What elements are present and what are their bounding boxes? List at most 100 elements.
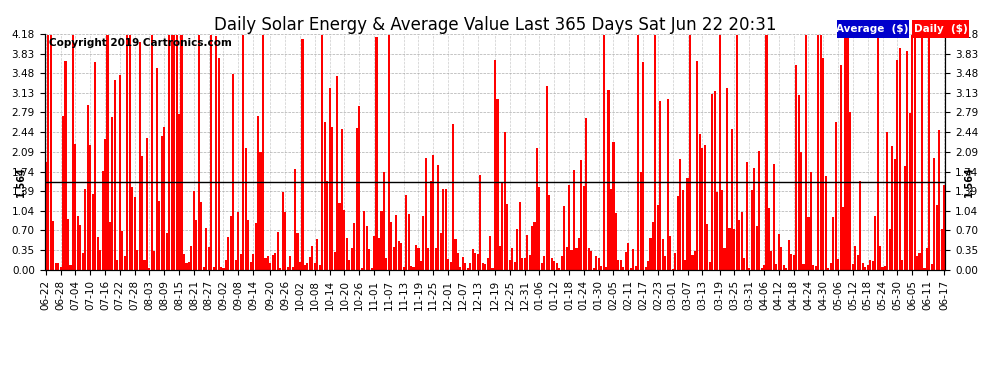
Bar bbox=[600, 266, 602, 270]
Bar bbox=[724, 248, 726, 270]
Bar bbox=[210, 36, 212, 270]
Bar bbox=[193, 191, 195, 270]
Bar bbox=[67, 219, 69, 270]
Bar bbox=[721, 190, 723, 270]
Bar bbox=[605, 267, 607, 270]
Bar bbox=[449, 262, 451, 270]
Bar bbox=[314, 262, 316, 270]
Bar bbox=[743, 258, 745, 270]
Bar bbox=[656, 205, 659, 270]
Bar bbox=[864, 267, 866, 270]
Bar bbox=[778, 234, 780, 270]
Bar bbox=[398, 241, 400, 270]
Bar bbox=[331, 127, 334, 270]
Bar bbox=[185, 263, 187, 270]
Bar bbox=[524, 258, 526, 270]
Bar bbox=[188, 262, 190, 270]
Bar bbox=[469, 263, 471, 270]
Bar bbox=[124, 256, 126, 270]
Bar bbox=[57, 263, 59, 270]
Bar bbox=[373, 237, 375, 270]
Bar bbox=[828, 267, 830, 270]
Bar bbox=[899, 48, 901, 270]
Bar bbox=[534, 222, 536, 270]
Bar bbox=[879, 246, 881, 270]
Bar bbox=[385, 258, 387, 270]
Bar bbox=[748, 267, 750, 270]
Bar bbox=[97, 237, 99, 270]
Bar bbox=[418, 248, 420, 270]
Bar bbox=[808, 217, 810, 270]
Bar bbox=[304, 265, 306, 270]
Bar bbox=[443, 189, 445, 270]
Bar bbox=[339, 203, 341, 270]
Bar bbox=[940, 228, 942, 270]
Bar bbox=[620, 260, 622, 270]
Bar bbox=[141, 156, 144, 270]
Bar bbox=[765, 36, 767, 270]
Bar bbox=[628, 243, 630, 270]
Bar bbox=[640, 172, 642, 270]
Bar bbox=[775, 264, 777, 270]
Bar bbox=[378, 238, 380, 270]
Bar bbox=[311, 246, 314, 270]
Bar bbox=[324, 122, 326, 270]
Bar bbox=[116, 260, 119, 270]
Bar bbox=[109, 222, 111, 270]
Bar bbox=[734, 228, 736, 270]
Bar bbox=[272, 255, 274, 270]
Bar bbox=[257, 116, 259, 270]
Text: 1.564: 1.564 bbox=[964, 166, 974, 197]
Bar bbox=[716, 192, 718, 270]
Bar bbox=[277, 232, 279, 270]
Bar bbox=[136, 249, 139, 270]
Bar bbox=[874, 216, 876, 270]
Bar bbox=[292, 267, 294, 270]
Bar bbox=[284, 212, 286, 270]
Bar bbox=[370, 267, 372, 270]
Bar bbox=[121, 231, 124, 270]
Bar bbox=[509, 260, 511, 270]
Bar bbox=[230, 216, 232, 270]
Bar bbox=[696, 61, 698, 270]
Bar bbox=[846, 36, 849, 270]
Bar bbox=[531, 226, 533, 270]
Bar bbox=[445, 189, 446, 270]
Bar bbox=[393, 247, 395, 270]
Bar bbox=[550, 258, 552, 270]
Bar bbox=[440, 233, 442, 270]
Bar bbox=[813, 266, 815, 270]
Bar bbox=[420, 261, 422, 270]
Bar bbox=[719, 36, 721, 270]
Bar bbox=[580, 160, 582, 270]
Bar bbox=[795, 64, 797, 270]
Bar bbox=[452, 124, 454, 270]
Bar bbox=[805, 36, 807, 270]
Bar bbox=[170, 36, 172, 270]
Bar bbox=[548, 195, 550, 270]
Bar bbox=[274, 253, 276, 270]
Bar bbox=[706, 224, 708, 270]
Bar bbox=[289, 255, 291, 270]
Bar bbox=[225, 260, 227, 270]
Bar bbox=[635, 267, 637, 270]
Bar bbox=[50, 36, 51, 270]
Bar bbox=[415, 245, 417, 270]
Bar bbox=[390, 222, 392, 270]
Bar bbox=[462, 257, 464, 270]
Bar bbox=[699, 134, 701, 270]
Bar bbox=[516, 229, 518, 270]
Bar bbox=[326, 181, 329, 270]
Bar bbox=[709, 262, 711, 270]
Bar bbox=[676, 196, 679, 270]
Bar bbox=[876, 36, 878, 270]
Bar bbox=[830, 263, 832, 270]
Text: Daily  ($): Daily ($) bbox=[914, 24, 967, 33]
Bar bbox=[911, 36, 913, 270]
Bar bbox=[203, 267, 205, 270]
Bar bbox=[800, 152, 802, 270]
Bar bbox=[669, 236, 671, 270]
Bar bbox=[529, 255, 531, 270]
Bar bbox=[768, 208, 770, 270]
Bar bbox=[773, 164, 775, 270]
